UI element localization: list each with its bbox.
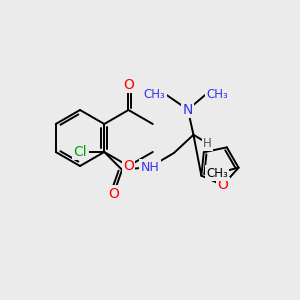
Text: O: O [123, 159, 134, 173]
Text: O: O [108, 187, 119, 201]
Text: CH₃: CH₃ [206, 88, 228, 101]
Text: O: O [123, 78, 134, 92]
Text: CH₃: CH₃ [206, 167, 228, 180]
Text: O: O [218, 178, 228, 192]
Text: Cl: Cl [74, 145, 87, 159]
Text: H: H [203, 137, 212, 150]
Text: NH: NH [141, 160, 159, 173]
Text: CH₃: CH₃ [144, 88, 166, 101]
Text: N: N [183, 103, 193, 117]
